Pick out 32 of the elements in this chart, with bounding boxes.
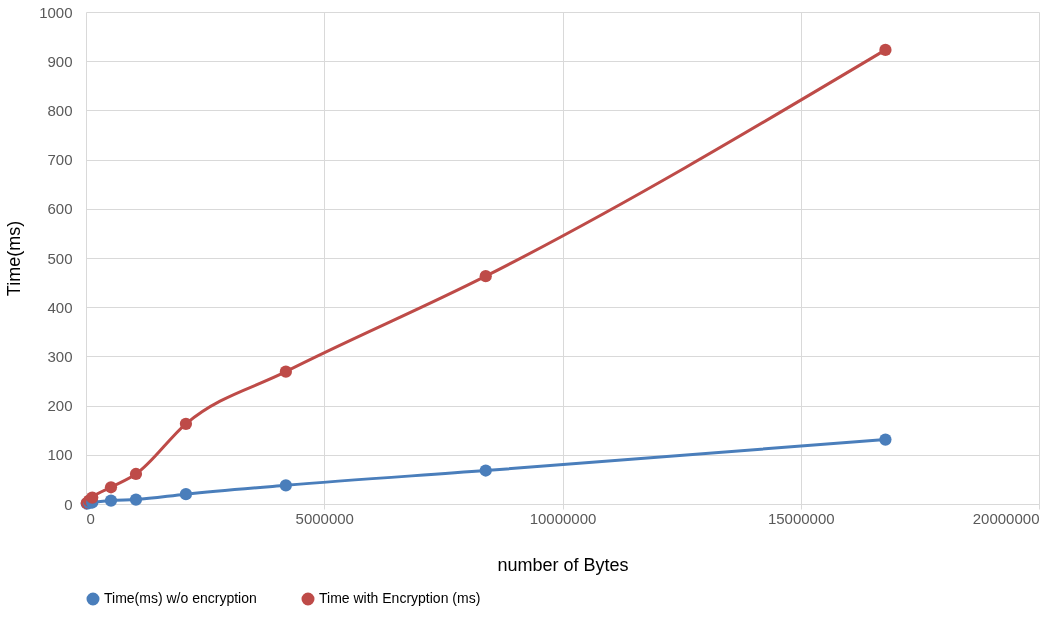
y-tick-label: 500 [47, 249, 73, 267]
y-tick-label: 200 [47, 397, 73, 415]
y-tick-label: 0 [64, 495, 73, 513]
y-tick-label: 900 [47, 52, 73, 70]
point [104, 481, 118, 494]
y-tick-label: 1000 [39, 3, 73, 21]
x-tick-label: 5000000 [295, 509, 354, 527]
point [179, 488, 193, 501]
legend-label: Time(ms) w/o encryption [104, 590, 257, 606]
point [179, 417, 193, 430]
y-tick-label: 400 [47, 298, 73, 316]
point [479, 464, 492, 477]
point [279, 365, 292, 378]
y-tick-label: 800 [47, 101, 73, 119]
y-tick-label: 600 [47, 200, 73, 218]
point [479, 270, 492, 283]
x-tick-label: 0 [86, 509, 95, 527]
x-axis-title: number of Bytes [497, 554, 629, 575]
y-tick-label: 700 [47, 151, 73, 169]
point [279, 479, 292, 492]
x-tick-label: 15000000 [767, 509, 835, 527]
point [104, 494, 118, 507]
y-axis-title: Time(ms) [4, 220, 25, 297]
y-tick-label: 300 [47, 347, 73, 365]
x-tick-label: 10000000 [529, 509, 597, 527]
point [129, 493, 143, 506]
point [879, 433, 892, 446]
point [879, 43, 892, 56]
x-tick-label: 20000000 [972, 509, 1040, 527]
point [129, 467, 143, 481]
legend-label: Time with Encryption (ms) [319, 590, 481, 606]
y-tick-label: 100 [47, 446, 73, 464]
